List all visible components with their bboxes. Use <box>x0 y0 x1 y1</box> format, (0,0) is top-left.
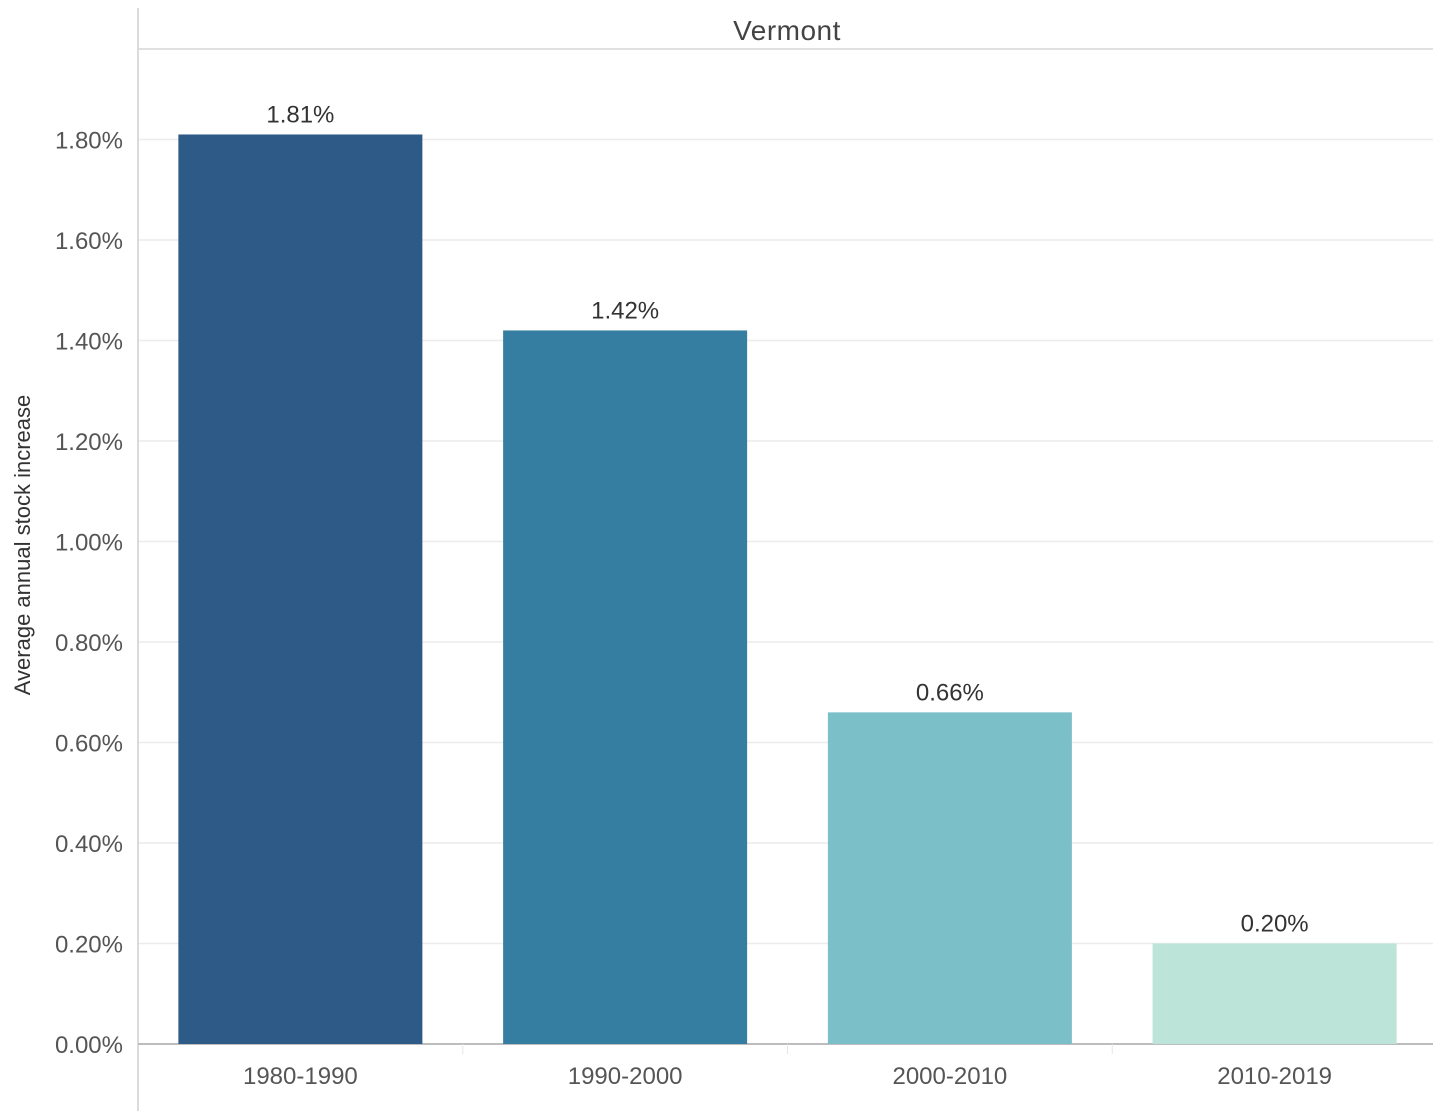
bar-1990-2000 <box>503 330 748 1044</box>
x-tick-label: 1990-2000 <box>568 1063 683 1090</box>
bars <box>178 134 1397 1045</box>
y-tick-label: 0.00% <box>55 1032 123 1059</box>
bar-2010-2019 <box>1152 943 1397 1044</box>
y-tick-label: 0.80% <box>55 630 123 657</box>
y-tick-label: 0.60% <box>55 731 123 758</box>
y-tick-label: 1.20% <box>55 429 123 456</box>
y-tick-label: 1.00% <box>55 530 123 557</box>
x-tick-label: 2000-2010 <box>892 1063 1007 1090</box>
x-tick-label: 2010-2019 <box>1217 1063 1332 1090</box>
y-axis-ticks: 0.00% 0.20% 0.40% 0.60% 0.80% 1.00% 1.20% 1.40%… <box>55 128 123 1060</box>
bar-1980-1990 <box>178 134 423 1045</box>
data-label: 1.81% <box>266 101 334 128</box>
y-tick-label: 1.60% <box>55 228 123 255</box>
data-label: 0.20% <box>1241 911 1309 938</box>
y-tick-label: 1.40% <box>55 329 123 356</box>
bar-2000-2010 <box>827 712 1072 1044</box>
y-axis-title: Average annual stock increase <box>10 395 35 695</box>
y-tick-label: 1.80% <box>55 128 123 155</box>
data-label: 0.66% <box>916 679 984 706</box>
x-tick-label: 1980-1990 <box>243 1063 358 1090</box>
y-tick-label: 0.40% <box>55 831 123 858</box>
x-axis-ticks: 1980-1990 1990-2000 2000-2010 2010-2019 <box>243 1044 1332 1090</box>
data-labels: 1.81% 1.42% 0.66% 0.20% <box>266 101 1308 937</box>
panel-title: Vermont <box>733 15 841 46</box>
y-tick-label: 0.20% <box>55 932 123 959</box>
data-label: 1.42% <box>591 297 659 324</box>
